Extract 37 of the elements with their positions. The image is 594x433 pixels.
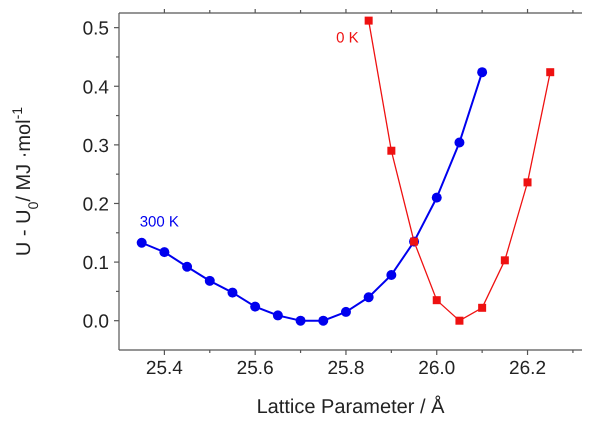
x-axis-title: Lattice Parameter / Å bbox=[256, 395, 446, 418]
point bbox=[272, 310, 283, 320]
point bbox=[477, 67, 488, 78]
x-tick-label: 25.4 bbox=[146, 358, 184, 379]
point bbox=[159, 247, 170, 258]
point bbox=[250, 302, 260, 312]
point bbox=[182, 262, 192, 272]
x-tick-label: 26.2 bbox=[509, 358, 546, 379]
series-label: 0 K bbox=[336, 30, 359, 47]
point bbox=[524, 178, 532, 186]
point bbox=[546, 68, 554, 76]
point bbox=[432, 192, 442, 203]
x-tick-label: 25.6 bbox=[236, 358, 274, 379]
y-tick-label: 0.4 bbox=[82, 77, 110, 98]
y-tick-label: 0.2 bbox=[82, 194, 109, 216]
y-tick-label: 0.5 bbox=[82, 18, 109, 40]
y-tick-label: 0.0 bbox=[82, 312, 109, 333]
point bbox=[386, 270, 396, 280]
x-tick-label: 26.0 bbox=[418, 358, 456, 379]
point bbox=[364, 16, 373, 25]
point bbox=[227, 288, 238, 298]
point bbox=[136, 238, 147, 248]
point bbox=[454, 138, 464, 148]
point bbox=[204, 276, 215, 286]
point bbox=[455, 316, 464, 325]
point bbox=[296, 316, 306, 326]
y-tick-label: 0.1 bbox=[82, 253, 109, 274]
y-tick-label: 0.3 bbox=[82, 136, 109, 157]
point bbox=[364, 292, 374, 302]
series-label: 300 K bbox=[140, 214, 179, 231]
x-tick-label: 25.8 bbox=[327, 358, 364, 379]
point bbox=[500, 256, 509, 264]
point bbox=[478, 304, 486, 312]
point bbox=[387, 146, 396, 155]
point bbox=[340, 306, 351, 317]
point bbox=[432, 296, 441, 304]
point bbox=[318, 316, 328, 326]
